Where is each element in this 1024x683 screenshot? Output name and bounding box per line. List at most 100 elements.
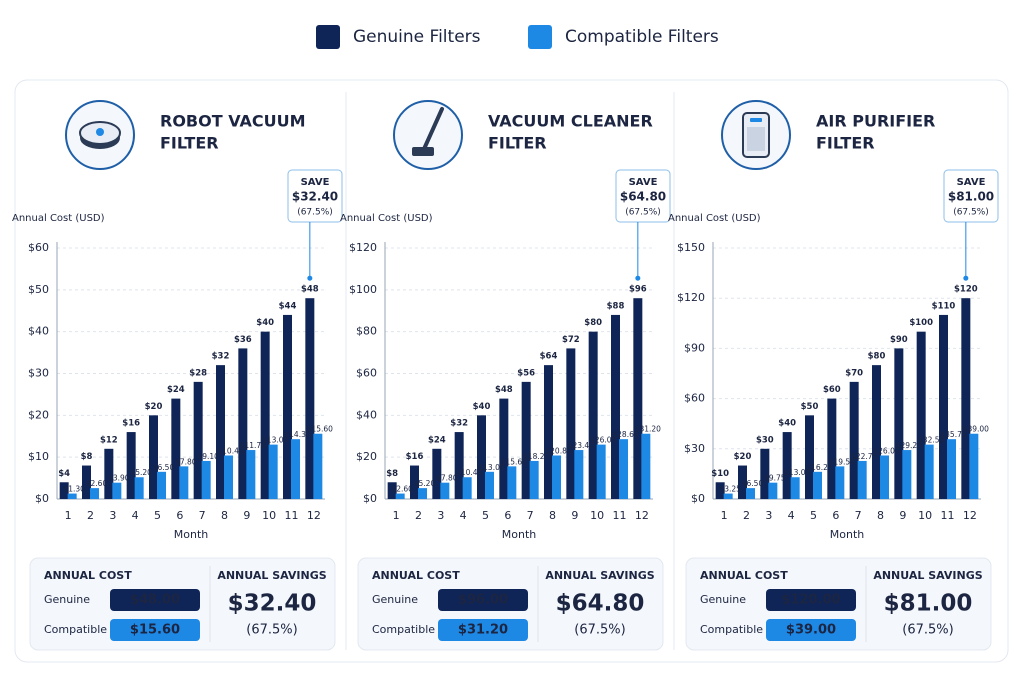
- x-tick-label: 3: [765, 509, 772, 522]
- bar: [574, 450, 584, 499]
- bar: [566, 348, 576, 499]
- value-label: $5.20: [414, 479, 436, 488]
- summary-value: $15.60: [130, 623, 180, 638]
- x-tick-label: 12: [635, 509, 649, 522]
- x-axis-label: Month: [502, 528, 537, 541]
- savings-value: $32.40: [228, 591, 317, 617]
- legend-swatch: [528, 25, 552, 49]
- x-tick-label: 1: [65, 509, 72, 522]
- bar: [805, 415, 814, 499]
- x-tick-label: 4: [460, 509, 467, 522]
- summary-heading: ANNUAL COST: [700, 569, 788, 582]
- y-tick-label: $60: [28, 241, 49, 254]
- summary-value: $96.00: [458, 593, 508, 608]
- x-tick-label: 2: [743, 509, 750, 522]
- value-label: $13.00: [478, 463, 504, 472]
- panel-title: ROBOT VACUUM: [160, 112, 306, 131]
- x-tick-label: 11: [613, 509, 627, 522]
- value-label: $10.40: [217, 446, 243, 455]
- bar: [641, 433, 651, 499]
- value-label: $6.50: [153, 463, 175, 472]
- x-tick-label: 12: [307, 509, 321, 522]
- callout-dot: [963, 275, 969, 281]
- y-tick-label: $150: [677, 241, 705, 254]
- value-label: $72: [562, 335, 580, 345]
- value-label: $22.75: [851, 452, 877, 461]
- value-label: $70: [845, 368, 863, 378]
- bar: [313, 433, 323, 499]
- callout-title: SAVE: [957, 177, 986, 188]
- icon-shape: [747, 127, 765, 151]
- bar: [387, 482, 397, 499]
- y-tick-label: $60: [356, 367, 377, 380]
- x-tick-label: 10: [262, 509, 276, 522]
- bar: [880, 455, 889, 499]
- x-tick-label: 6: [832, 509, 839, 522]
- value-label: $64: [540, 352, 558, 362]
- x-tick-label: 5: [482, 509, 489, 522]
- icon-shape: [750, 118, 762, 122]
- x-tick-label: 7: [855, 509, 862, 522]
- value-label: $40: [778, 419, 796, 429]
- y-tick-label: $10: [28, 450, 49, 463]
- value-label: $60: [823, 385, 841, 395]
- bar: [521, 381, 531, 499]
- x-tick-label: 12: [963, 509, 977, 522]
- bar: [611, 314, 620, 499]
- bar: [193, 381, 203, 499]
- y-tick-label: $90: [684, 341, 705, 354]
- bar: [619, 439, 628, 499]
- bar: [67, 493, 77, 499]
- callout-title: SAVE: [629, 177, 658, 188]
- value-label: $16: [122, 419, 140, 429]
- x-tick-label: 5: [154, 509, 161, 522]
- bar: [126, 432, 136, 499]
- value-label: $28.60: [612, 430, 638, 439]
- x-tick-label: 9: [899, 509, 906, 522]
- summary-label: Genuine: [44, 593, 90, 606]
- savings-heading: ANNUAL SAVINGS: [217, 569, 326, 582]
- bar: [462, 477, 472, 499]
- value-label: $9.75: [764, 474, 786, 483]
- y-axis-label: Annual Cost (USD): [12, 213, 105, 224]
- bar: [715, 482, 725, 499]
- callout-title: SAVE: [301, 177, 330, 188]
- value-label: $110: [932, 301, 956, 311]
- x-tick-label: 11: [941, 509, 955, 522]
- bar: [59, 482, 69, 499]
- value-label: $2.60: [86, 479, 108, 488]
- value-label: $20.80: [545, 446, 571, 455]
- y-tick-label: $0: [35, 492, 49, 505]
- x-tick-label: 11: [285, 509, 299, 522]
- y-tick-label: $20: [28, 408, 49, 421]
- bar: [969, 433, 979, 499]
- bar: [768, 482, 778, 499]
- summary-pill: [766, 589, 856, 611]
- bar: [924, 444, 934, 499]
- value-label: $32: [212, 352, 230, 362]
- value-label: $40: [256, 318, 274, 328]
- bar: [760, 448, 770, 499]
- y-axis-label: Annual Cost (USD): [340, 213, 433, 224]
- x-tick-label: 1: [393, 509, 400, 522]
- summary-value: $39.00: [786, 623, 836, 638]
- value-label: $18.20: [523, 452, 549, 461]
- value-label: $96: [629, 285, 647, 295]
- value-label: $100: [909, 318, 933, 328]
- summary-heading: ANNUAL COST: [372, 569, 460, 582]
- bar: [238, 348, 248, 499]
- bar: [857, 460, 867, 499]
- value-label: $88: [607, 301, 625, 311]
- summary-value: $120.00: [781, 593, 840, 608]
- bar: [894, 348, 904, 499]
- value-label: $10.40: [456, 468, 482, 477]
- bar: [849, 381, 859, 499]
- bar: [291, 439, 300, 499]
- x-tick-label: 4: [788, 509, 795, 522]
- value-label: $80: [584, 318, 602, 328]
- value-label: $16.25: [806, 463, 832, 472]
- legend-label: Genuine Filters: [353, 27, 481, 47]
- value-label: $15.60: [307, 425, 333, 434]
- value-label: $11.70: [240, 441, 266, 450]
- value-label: $13.00: [262, 436, 288, 445]
